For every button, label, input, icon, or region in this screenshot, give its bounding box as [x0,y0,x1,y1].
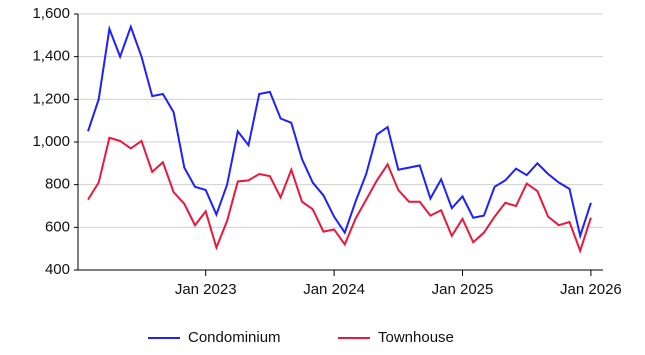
y-tick-label: 1,200 [32,90,70,107]
y-tick-label: 1,400 [32,48,70,65]
y-tick-label: 400 [45,261,70,278]
y-tick-label: 1,600 [32,5,70,22]
x-tick-label: Jan 2023 [175,281,237,298]
x-tick-label: Jan 2026 [560,281,622,298]
x-tick-label: Jan 2025 [432,281,494,298]
y-tick-label: 600 [45,218,70,235]
legend-label: Condominium [188,329,281,346]
y-tick-label: 800 [45,176,70,193]
x-tick-label: Jan 2024 [303,281,365,298]
legend-label: Townhouse [378,329,454,346]
line-series [87,136,592,254]
y-tick-label: 1,000 [32,133,70,150]
line-series [87,23,592,240]
